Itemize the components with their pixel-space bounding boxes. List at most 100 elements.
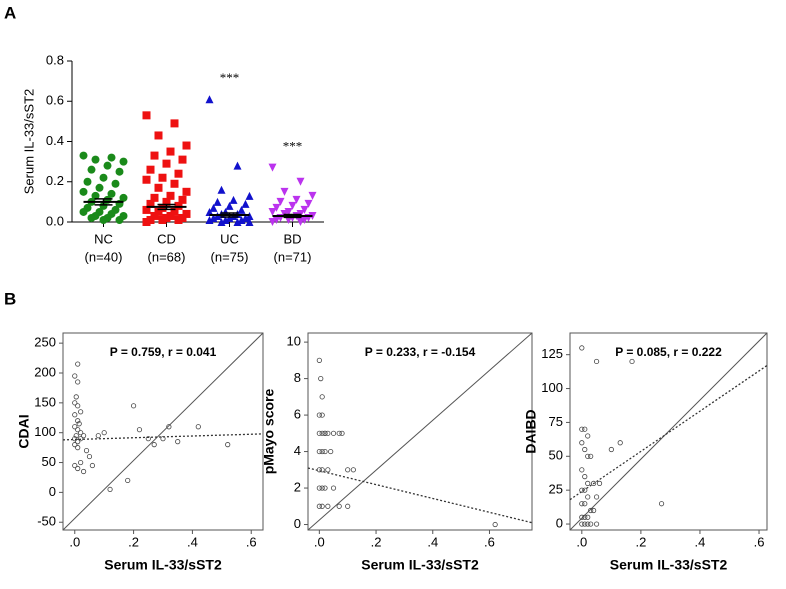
point: [142, 205, 151, 214]
point: [142, 218, 151, 226]
sample-size: (n=40): [85, 249, 123, 264]
y-tick-label: 0: [556, 515, 563, 530]
point: [319, 503, 325, 509]
point: [300, 205, 309, 214]
plot-frame: [307, 332, 533, 531]
point: [268, 207, 277, 216]
point: [229, 195, 238, 204]
point: [119, 157, 128, 166]
point: [596, 480, 603, 486]
x-tick-label: .6: [754, 534, 765, 549]
point: [209, 213, 218, 222]
point: [217, 185, 226, 194]
point: [162, 159, 171, 168]
point: [146, 165, 155, 174]
x-tick-label: UC: [220, 231, 239, 246]
point: [345, 503, 351, 509]
x-axis-label: Serum IL-33/sST2: [361, 557, 479, 573]
x-tick-label: .4: [427, 534, 438, 549]
point: [339, 430, 345, 436]
point: [75, 379, 81, 385]
point: [345, 467, 351, 473]
x-tick-label: .0: [314, 534, 325, 549]
y-tick-label: 100: [34, 424, 56, 439]
point: [328, 448, 334, 455]
point: [95, 183, 104, 192]
point: [579, 426, 585, 432]
point: [588, 453, 594, 459]
point: [296, 218, 305, 226]
error-bar: [283, 213, 302, 219]
point: [103, 161, 112, 170]
y-tick-label: 50: [549, 448, 563, 463]
point: [593, 494, 600, 500]
point: [579, 487, 585, 493]
point: [276, 197, 285, 206]
significance: ***: [220, 70, 240, 85]
point: [582, 514, 588, 520]
point: [241, 199, 250, 208]
point: [245, 191, 254, 200]
y-tick-label: 10: [287, 334, 301, 349]
y-tick-label: 6: [294, 407, 301, 422]
error-bar: [94, 198, 113, 206]
point: [182, 187, 191, 196]
sample-size: (n=68): [148, 249, 186, 264]
point: [72, 462, 78, 469]
point: [72, 442, 78, 448]
point: [178, 155, 187, 164]
point: [101, 430, 107, 436]
point: [170, 207, 179, 216]
x-tick-label: .4: [695, 534, 706, 549]
point: [79, 151, 88, 160]
diagonal: [569, 332, 768, 531]
point: [75, 403, 81, 409]
trend-line: [307, 467, 533, 524]
point: [78, 436, 84, 442]
point: [316, 430, 322, 436]
point: [350, 467, 356, 473]
point: [80, 468, 87, 475]
point: [582, 487, 588, 493]
point: [272, 203, 281, 212]
point: [336, 430, 342, 436]
point: [146, 199, 155, 208]
point: [330, 430, 337, 436]
point: [150, 151, 159, 160]
point: [158, 173, 167, 182]
point: [268, 163, 277, 172]
point: [125, 477, 131, 484]
point: [182, 141, 191, 150]
point: [579, 467, 585, 473]
point: [78, 459, 84, 466]
point: [319, 467, 325, 473]
y-axis-label: pMayo score: [261, 388, 277, 474]
y-tick-label: 0.2: [46, 173, 64, 188]
trend-line: [62, 433, 264, 441]
x-tick-label: .2: [128, 534, 139, 549]
point: [99, 215, 108, 224]
point: [75, 427, 81, 433]
point: [78, 430, 84, 436]
point: [209, 203, 218, 212]
point: [579, 440, 585, 446]
point: [233, 218, 242, 226]
point: [174, 201, 183, 210]
point: [150, 193, 159, 202]
point: [87, 165, 96, 174]
point: [73, 394, 79, 400]
point: [166, 424, 172, 430]
point: [237, 205, 246, 214]
point: [154, 183, 163, 192]
y-tick-label: 8: [294, 370, 301, 385]
point: [145, 436, 151, 442]
point: [579, 521, 585, 527]
trend-line: [569, 364, 768, 501]
x-tick-label: .6: [484, 534, 495, 549]
point: [195, 424, 201, 430]
point: [579, 345, 585, 351]
point: [241, 213, 250, 222]
point: [205, 215, 214, 224]
point: [658, 501, 665, 507]
point: [91, 155, 100, 164]
